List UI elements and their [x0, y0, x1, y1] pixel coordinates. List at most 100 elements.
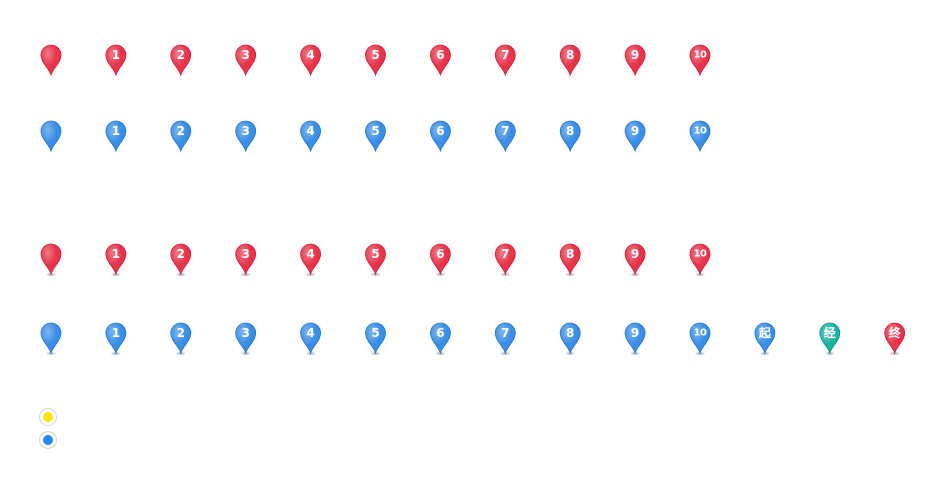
pin-label: 10 [694, 126, 707, 137]
pin-label: 8 [566, 48, 574, 62]
red-pins-row: 1 2 3 4 5 6 7 8 9 10 [40, 44, 711, 77]
pin-label: 4 [306, 326, 314, 340]
pin-highlight [560, 121, 581, 151]
pin-label: 5 [371, 247, 379, 261]
red-pin-blank-icon [40, 44, 62, 77]
pin-highlight [430, 244, 451, 274]
blue-pin-8-icon: 8 [559, 120, 581, 153]
blue-pin-10-icon: 10 [689, 120, 711, 153]
blue-pin-9-icon: 9 [624, 322, 646, 356]
pin-label: 6 [436, 124, 444, 138]
pin-label: 2 [177, 48, 185, 62]
pin-label: 起 [758, 325, 772, 340]
red-pin-5-icon: 5 [365, 44, 386, 77]
blue-pin-10-icon: 10 [689, 322, 711, 356]
pin-label: 1 [112, 48, 120, 62]
blue-pin-3-icon: 3 [235, 120, 257, 153]
pin-highlight [170, 121, 191, 151]
red-pin-4-icon: 4 [300, 243, 322, 277]
pin-highlight [690, 121, 710, 151]
red-pin-3-icon: 3 [235, 243, 257, 277]
pin-highlight [41, 323, 61, 353]
pin-highlight [560, 323, 581, 353]
pin-highlight [235, 121, 256, 151]
blue-pin-3-icon: 3 [235, 322, 257, 356]
red-pin-2-icon: 2 [170, 243, 192, 277]
pin-highlight [105, 121, 126, 151]
pin-label: 6 [436, 247, 444, 261]
pin-label: 1 [112, 326, 120, 340]
red-pin-9-icon: 9 [624, 243, 646, 277]
blue-pin-blank-icon [40, 120, 62, 153]
pin-label: 10 [694, 249, 707, 260]
pin-label: 9 [631, 247, 639, 261]
red-pin-1-icon: 1 [105, 44, 127, 77]
red-pin-终-icon: 终 [884, 322, 906, 356]
blue-pin-4-icon: 4 [300, 120, 322, 153]
pin-label: 7 [501, 326, 509, 340]
red-pin-5-icon: 5 [365, 243, 386, 277]
pin-label: 6 [436, 48, 444, 62]
pin-highlight [365, 244, 386, 274]
blue-shadow-pins-row: 1 2 3 4 5 6 7 8 9 10 起 经 终 [40, 322, 906, 356]
red-pin-10-icon: 10 [689, 243, 711, 277]
pin-label: 终 [889, 325, 902, 340]
dots-layer [39, 408, 57, 449]
blue-pin-blank-icon [40, 322, 62, 356]
pin-highlight [41, 45, 61, 75]
pin-highlight [365, 121, 386, 151]
pin-highlight [690, 244, 710, 274]
pin-label: 1 [112, 124, 120, 138]
blue-pins-row: 1 2 3 4 5 6 7 8 9 10 [40, 120, 711, 153]
pin-highlight [625, 45, 646, 75]
pin-label: 4 [306, 124, 314, 138]
blue-pin-5-icon: 5 [365, 120, 386, 153]
blue-pin-5-icon: 5 [365, 322, 386, 356]
pins-layer: 1 2 3 4 5 6 7 8 9 10 1 2 3 4 5 6 7 8 9 10 1 2 3 4 5 6 7 8 9 10 1 2 3 4 5 6 7… [40, 44, 906, 356]
pin-label: 5 [371, 48, 379, 62]
pin-highlight [560, 244, 581, 274]
pin-label: 2 [177, 247, 185, 261]
pin-label: 7 [501, 247, 509, 261]
pin-highlight [560, 45, 581, 75]
pin-label: 9 [631, 326, 639, 340]
blue-pin-1-icon: 1 [105, 120, 127, 153]
red-pin-6-icon: 6 [429, 243, 451, 277]
pin-label: 8 [566, 247, 574, 261]
dot-core [43, 435, 53, 445]
pin-highlight [625, 244, 646, 274]
pin-highlight [105, 45, 126, 75]
pin-highlight [105, 244, 126, 274]
yellow-location-dot-icon [39, 408, 57, 426]
red-shadow-pins-row: 1 2 3 4 5 6 7 8 9 10 [40, 243, 711, 277]
pin-highlight [300, 323, 321, 353]
pin-label: 3 [242, 48, 250, 62]
pin-label: 2 [177, 124, 185, 138]
red-pin-7-icon: 7 [494, 44, 516, 77]
pin-highlight [365, 45, 386, 75]
blue-pin-7-icon: 7 [494, 322, 516, 356]
pin-label: 7 [501, 48, 509, 62]
blue-pin-6-icon: 6 [429, 120, 451, 153]
blue-pin-2-icon: 2 [170, 322, 192, 356]
pin-label: 8 [566, 124, 574, 138]
pin-highlight [235, 45, 256, 75]
pin-highlight [754, 323, 775, 353]
red-pin-8-icon: 8 [559, 243, 581, 277]
blue-pin-8-icon: 8 [559, 322, 581, 356]
pin-label: 5 [371, 124, 379, 138]
pin-highlight [300, 45, 321, 75]
pin-label: 2 [177, 326, 185, 340]
pin-highlight [105, 323, 126, 353]
pin-highlight [235, 323, 256, 353]
pin-highlight [300, 121, 321, 151]
pin-label: 10 [694, 50, 707, 61]
blue-pin-起-icon: 起 [754, 322, 776, 356]
pin-highlight [365, 323, 386, 353]
pin-highlight [495, 45, 516, 75]
red-pin-3-icon: 3 [235, 44, 257, 77]
red-pin-4-icon: 4 [300, 44, 322, 77]
pin-highlight [430, 45, 451, 75]
pin-label: 9 [631, 124, 639, 138]
